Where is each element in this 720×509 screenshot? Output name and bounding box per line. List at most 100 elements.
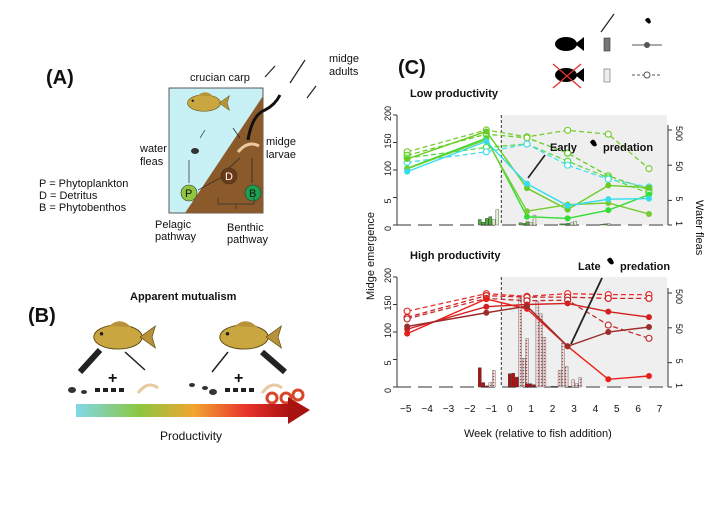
node-phytobenthos	[244, 184, 262, 202]
midge-bar-nofish	[518, 296, 522, 388]
annotation-arrow-high	[570, 277, 603, 345]
y-right-tick-label: 50	[674, 161, 684, 171]
annotation-early: Early	[550, 142, 578, 154]
midge-adults-label: midge	[329, 53, 359, 65]
midge-line	[406, 298, 650, 381]
midge-bar-nofish	[557, 370, 562, 388]
midge-line	[406, 138, 650, 215]
midge-point	[645, 373, 652, 379]
y-right-tick-label: 500	[674, 289, 684, 304]
midge-point	[483, 309, 490, 316]
midge-point	[523, 303, 530, 310]
node-detritus	[220, 167, 238, 185]
low-productivity-title: Low productivity	[410, 88, 499, 100]
y-right-tick-label: 5	[674, 359, 684, 364]
midge-point	[404, 168, 411, 175]
plot-high: 0 5 100 150 200 1 5 50 500 −5 −4 −3 −2 −1 0 1 2 3 4 5 6 7	[383, 268, 684, 415]
food-web-arrows	[188, 127, 253, 191]
midge-bar-nofish	[561, 342, 565, 388]
fish-low-icon	[93, 320, 156, 350]
midge-point	[605, 308, 612, 315]
midge-bar-fish	[525, 221, 530, 226]
midge-bar-nofish	[525, 338, 529, 388]
midge-point	[564, 202, 571, 209]
waterflea-point	[604, 130, 612, 138]
y-left-tick-label: 150	[383, 133, 393, 148]
y-left-tick-label: 0	[383, 388, 393, 393]
benthic-label-2: pathway	[227, 234, 268, 246]
waterflea-line	[407, 143, 650, 194]
x-tick-label: 6	[635, 404, 641, 415]
midge-point	[645, 195, 652, 202]
interaction-arrows	[77, 347, 287, 392]
midge-bar-fish	[600, 224, 604, 226]
midge-bar-nofish	[575, 383, 579, 388]
midge-point	[483, 128, 490, 135]
waterflea-point	[564, 161, 572, 169]
waterflea-point	[604, 321, 612, 329]
y-left-tick-label: 100	[383, 323, 393, 338]
legend-point-nofish	[643, 71, 651, 79]
x-tick-label: 4	[593, 404, 599, 415]
midge-bar-fish	[603, 223, 607, 226]
midge-point	[605, 376, 612, 383]
legend-b: B = Phytobenthos	[39, 202, 127, 214]
midge-bar-nofish	[569, 222, 574, 226]
x-tick-label: −5	[400, 404, 412, 415]
midge-bar-nofish	[495, 209, 500, 226]
y-left-tick-label: 100	[383, 161, 393, 176]
y-right-tick-label: 5	[674, 196, 684, 201]
water-flea-icon	[191, 148, 199, 154]
waterflea-line	[406, 297, 650, 339]
water-fleas-label: water	[139, 143, 167, 155]
midge-bar-nofish	[578, 377, 582, 388]
pond-sediment	[185, 96, 263, 213]
panel-a: (A) crucian carp midge adults water flea…	[39, 53, 359, 246]
panel-c: (C) Low productivity High productivity 0…	[365, 13, 705, 440]
panel-b: (B) Apparent mutualism + + Productivity	[28, 291, 310, 443]
midge-bar-fish	[568, 386, 572, 388]
waterflea-point	[403, 315, 411, 323]
midge-bar-fish	[550, 386, 555, 388]
midge-bar-nofish	[492, 219, 496, 226]
plot-low: 0 5 100 150 200 1 5 50 500	[383, 106, 684, 231]
y-left-tick-label: 5	[383, 360, 393, 365]
x-tick-label: −3	[443, 404, 455, 415]
midge-point	[523, 213, 530, 220]
panel-a-label: (A)	[46, 67, 74, 89]
x-tick-label: 7	[657, 404, 663, 415]
x-axis-label: Week (relative to fish addition)	[464, 428, 612, 440]
x-tick-label: −4	[421, 404, 433, 415]
benthic-bracket	[217, 198, 255, 209]
panel-c-legend	[552, 13, 662, 89]
midge-point	[605, 207, 612, 214]
x-tick-label: 5	[614, 404, 620, 415]
midge-bar-fish	[562, 223, 567, 226]
midge-bar-nofish	[532, 214, 537, 226]
node-phytoplankton	[180, 184, 198, 202]
crucian-carp-label: crucian carp	[190, 72, 250, 84]
cross-icon	[552, 63, 582, 89]
productivity-label: Productivity	[160, 429, 222, 443]
waterflea-line	[406, 292, 649, 312]
midge-line	[406, 302, 650, 330]
midge-bar-fish	[481, 222, 486, 226]
emergence-arrow	[246, 94, 282, 141]
midge-point	[645, 324, 652, 331]
midge-bar-fish	[522, 223, 526, 226]
y-left-tick-label: 200	[383, 268, 393, 283]
midge-larva-icon	[236, 142, 260, 153]
legend-p: P = Phytoplankton	[39, 178, 128, 190]
waterflea-line	[406, 294, 649, 318]
midge-bar-nofish	[488, 382, 493, 388]
waterflea-line	[406, 129, 650, 170]
midge-bar-fish	[478, 219, 482, 226]
productivity-arrowhead	[288, 397, 310, 424]
waterflea-point	[645, 165, 653, 173]
midge-legend-icon	[600, 13, 615, 33]
midge-line	[407, 305, 650, 348]
y-left-tick-label: 150	[383, 295, 393, 310]
water-flea-annotation-icon-2	[607, 257, 614, 265]
high-productivity-title: High productivity	[410, 250, 501, 262]
panel-b-label: (B)	[28, 305, 56, 327]
